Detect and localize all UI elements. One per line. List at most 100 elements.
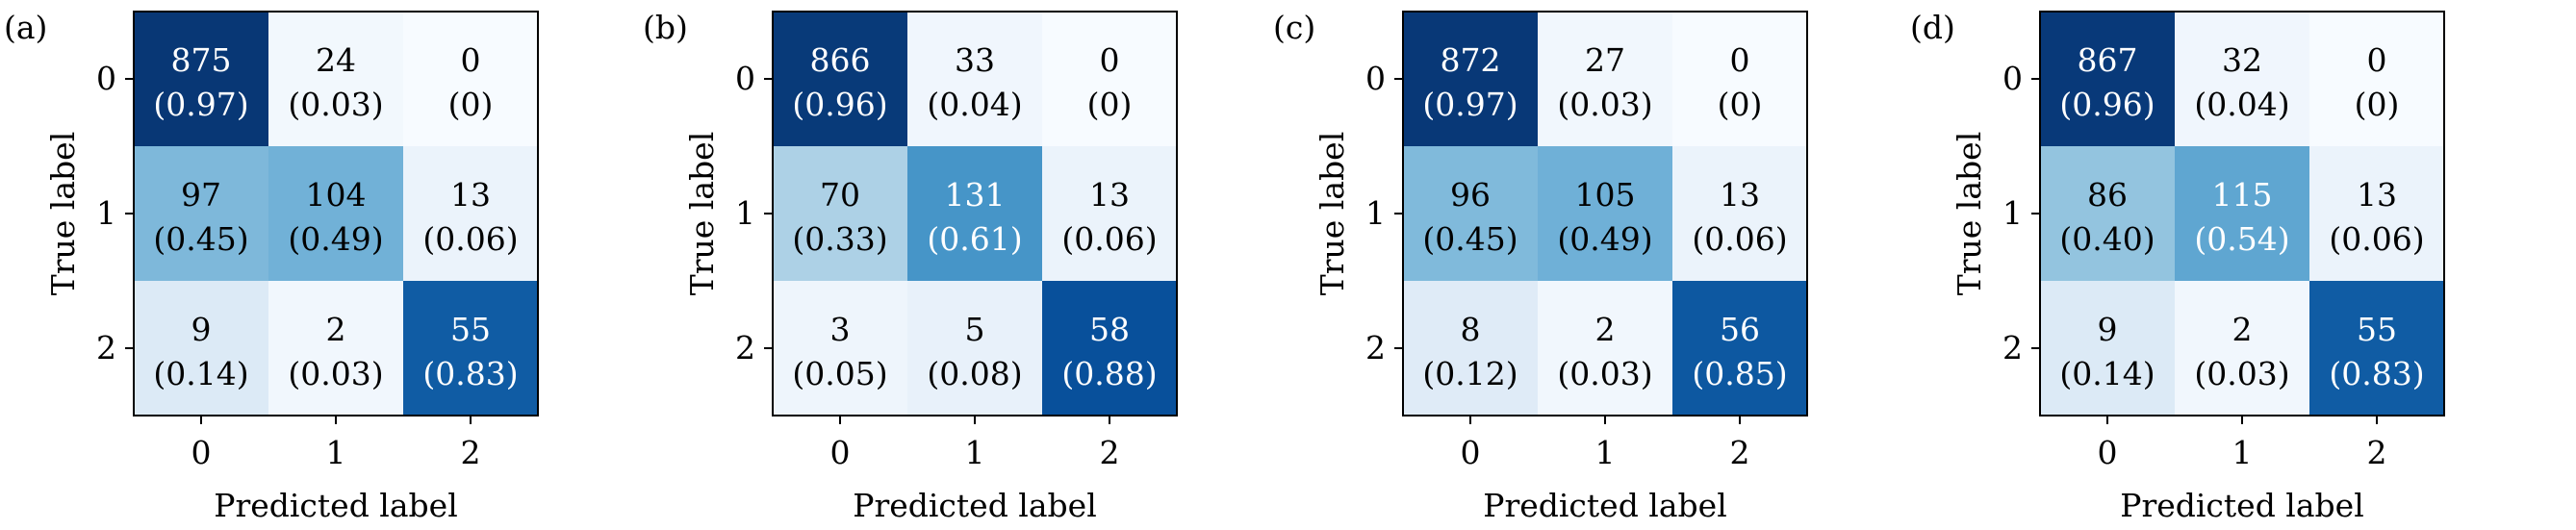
confusion-matrix-panel: (b)866(0.96)33(0.04)0(0)70(0.33)131(0.61… (643, 9, 1178, 524)
y-tick-label: 2 (96, 329, 116, 366)
cell-fraction-label: (0.40) (2059, 220, 2155, 258)
y-tick-label: 2 (1365, 329, 1386, 366)
cell-count-label: 2 (326, 311, 346, 348)
cell-count-label: 105 (1575, 176, 1636, 214)
cell-fraction-label: (0) (1718, 86, 1763, 123)
matrix-cell (134, 12, 268, 146)
cell-fraction-label: (0.49) (1557, 220, 1652, 258)
cell-count-label: 115 (2212, 176, 2273, 214)
cell-count-label: 96 (1450, 176, 1491, 214)
y-tick-label: 0 (96, 60, 116, 97)
cell-fraction-label: (0.06) (1692, 220, 1787, 258)
matrix-cell (2040, 12, 2175, 146)
cell-fraction-label: (0.05) (792, 355, 887, 392)
cell-fraction-label: (0) (2355, 86, 2400, 123)
cell-fraction-label: (0.83) (2329, 355, 2424, 392)
matrix-cell (1403, 12, 1538, 146)
y-tick-label: 0 (2002, 60, 2023, 97)
cell-fraction-label: (0.88) (1061, 355, 1157, 392)
cell-fraction-label: (0.97) (1422, 86, 1518, 123)
matrix-cell (1403, 281, 1538, 416)
cell-count-label: 8 (1461, 311, 1481, 348)
matrix-cell (907, 146, 1042, 281)
cell-fraction-label: (0.06) (422, 220, 518, 258)
matrix-cell (134, 146, 268, 281)
cell-fraction-label: (0.61) (927, 220, 1022, 258)
y-tick-label: 1 (96, 194, 116, 232)
cell-fraction-label: (0) (1087, 86, 1133, 123)
cell-fraction-label: (0.96) (2059, 86, 2155, 123)
matrix-cell (2309, 12, 2444, 146)
cell-count-label: 58 (1089, 311, 1130, 348)
confusion-matrix-panel: (c) 872 (0.97) 27 (0.03) 0 (0) 96 (0.45) 105 (0.49… (1273, 9, 1808, 524)
cell-count-label: 86 (2087, 176, 2128, 214)
x-axis-label: Predicted label (2120, 487, 2364, 524)
cell-fraction-label: (0.97) (153, 86, 248, 123)
matrix-cell (403, 281, 538, 416)
cell-count-label: 2 (2232, 311, 2253, 348)
matrix-cell (1538, 12, 1672, 146)
matrix-cell (2309, 281, 2444, 416)
y-tick-label: 0 (1365, 60, 1386, 97)
matrix-cell (1538, 146, 1672, 281)
panel-label: (a) (4, 9, 47, 46)
cell-count-label: 55 (2357, 311, 2397, 348)
y-tick-label: 1 (1365, 194, 1386, 232)
y-axis-label: True label (1314, 132, 1351, 296)
x-tick-label: 0 (2098, 434, 2118, 471)
cell-fraction-label: (0.85) (1692, 355, 1787, 392)
matrix-cell (1538, 281, 1672, 416)
panel-label: (b) (643, 9, 688, 46)
cell-fraction-label: (0.45) (153, 220, 248, 258)
matrix-cell (134, 281, 268, 416)
cell-count-label: 13 (1720, 176, 1760, 214)
cell-fraction-label: (0.06) (2329, 220, 2424, 258)
cell-fraction-label: (0.04) (2194, 86, 2289, 123)
cell-fraction-label: (0.03) (2194, 355, 2289, 392)
matrix-cell (773, 12, 907, 146)
matrix-cell (2040, 146, 2175, 281)
y-tick-label: 1 (735, 194, 755, 232)
cell-fraction-label: (0.96) (792, 86, 887, 123)
matrix-cell (2175, 12, 2309, 146)
cell-count-label: 0 (2367, 41, 2387, 79)
matrix-cell (1403, 146, 1538, 281)
cell-count-label: 867 (2078, 41, 2138, 79)
cell-fraction-label: (0) (448, 86, 494, 123)
cell-count-label: 13 (450, 176, 491, 214)
cell-count-label: 97 (181, 176, 221, 214)
confusion-matrix-panel: (d) 867 (0.96) 32 (0.04) 0 (0) 86 (0.40) 115 (0.54… (1910, 9, 2445, 524)
cell-fraction-label: (0.08) (927, 355, 1022, 392)
x-tick-label: 1 (2232, 434, 2253, 471)
cell-count-label: 55 (450, 311, 491, 348)
cell-count-label: 24 (316, 41, 356, 79)
cell-count-label: 872 (1441, 41, 1501, 79)
x-axis-label: Predicted label (853, 487, 1097, 524)
x-tick-label: 2 (1100, 434, 1120, 471)
cell-fraction-label: (0.83) (422, 355, 518, 392)
x-tick-label: 1 (326, 434, 346, 471)
x-tick-label: 0 (830, 434, 851, 471)
y-tick-label: 2 (2002, 329, 2023, 366)
matrix-cell (773, 146, 907, 281)
cell-count-label: 0 (1730, 41, 1750, 79)
x-tick-label: 2 (1730, 434, 1750, 471)
matrix-cell (907, 281, 1042, 416)
x-tick-label: 1 (965, 434, 985, 471)
x-tick-label: 0 (191, 434, 212, 471)
matrix-cell (1042, 146, 1177, 281)
cell-fraction-label: (0.14) (2059, 355, 2155, 392)
cell-fraction-label: (0.14) (153, 355, 248, 392)
cell-count-label: 104 (306, 176, 367, 214)
y-axis-label: True label (44, 132, 82, 296)
matrix-cell (1042, 281, 1177, 416)
cell-fraction-label: (0.54) (2194, 220, 2289, 258)
y-tick-label: 0 (735, 60, 755, 97)
cell-count-label: 9 (2098, 311, 2118, 348)
panel-label: (d) (1910, 9, 1955, 46)
cell-fraction-label: (0.03) (288, 355, 383, 392)
cell-count-label: 0 (1100, 41, 1120, 79)
matrix-cell (2175, 146, 2309, 281)
x-tick-label: 2 (461, 434, 481, 471)
